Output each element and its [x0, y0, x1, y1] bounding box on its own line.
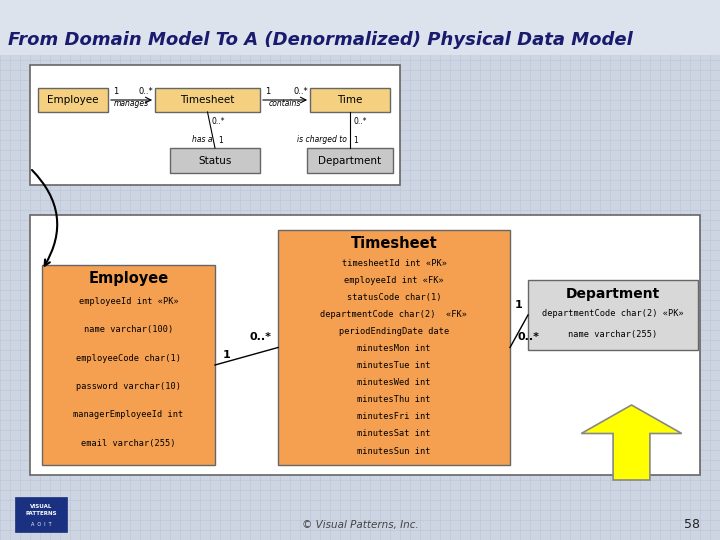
Text: statusCode char(1): statusCode char(1) — [347, 293, 441, 302]
Text: 1: 1 — [218, 136, 222, 145]
Text: minutesSat int: minutesSat int — [357, 429, 431, 438]
Text: 1: 1 — [113, 87, 118, 96]
Text: departmentCode char(2) «PK»: departmentCode char(2) «PK» — [542, 309, 684, 319]
Text: name varchar(255): name varchar(255) — [568, 329, 657, 339]
Bar — [528, 280, 698, 350]
Text: minutesSun int: minutesSun int — [357, 447, 431, 456]
Text: © Visual Patterns, Inc.: © Visual Patterns, Inc. — [302, 520, 418, 530]
Text: Timesheet: Timesheet — [351, 237, 437, 252]
Text: 0..*: 0..* — [354, 117, 367, 126]
Text: password varchar(10): password varchar(10) — [76, 382, 181, 391]
Text: 0..*: 0..* — [293, 87, 308, 96]
Text: From Domain Model To A (Denormalized) Physical Data Model: From Domain Model To A (Denormalized) Ph… — [8, 31, 633, 49]
Text: minutesTue int: minutesTue int — [357, 361, 431, 370]
Text: minutesThu int: minutesThu int — [357, 395, 431, 404]
Bar — [30, 215, 700, 475]
Text: VISUAL
PATTERNS: VISUAL PATTERNS — [25, 504, 57, 516]
Text: 58: 58 — [684, 518, 700, 531]
Text: manages: manages — [114, 99, 149, 109]
Bar — [278, 230, 510, 465]
Text: 1: 1 — [265, 87, 270, 96]
Text: 0..*: 0..* — [518, 333, 540, 342]
Text: managerEmployeeId int: managerEmployeeId int — [73, 410, 184, 420]
Text: has a: has a — [192, 135, 212, 144]
Bar — [307, 148, 393, 173]
Bar — [310, 88, 390, 112]
Text: 1: 1 — [223, 350, 230, 360]
Text: Status: Status — [198, 156, 232, 165]
Text: minutesFri int: minutesFri int — [357, 413, 431, 421]
Text: Time: Time — [337, 95, 363, 105]
Text: employeeCode char(1): employeeCode char(1) — [76, 354, 181, 363]
Text: 0..*: 0..* — [250, 333, 272, 342]
Text: Timesheet: Timesheet — [180, 95, 235, 105]
Text: employeeId int «PK»: employeeId int «PK» — [78, 297, 179, 306]
Text: periodEndingDate date: periodEndingDate date — [339, 327, 449, 336]
Text: timesheetId int «PK»: timesheetId int «PK» — [341, 259, 446, 268]
Bar — [30, 65, 400, 185]
Text: email varchar(255): email varchar(255) — [81, 438, 176, 448]
Text: departmentCode char(2)  «FK»: departmentCode char(2) «FK» — [320, 310, 467, 319]
Bar — [0, 0, 720, 55]
Text: Employee: Employee — [48, 95, 99, 105]
Text: Department: Department — [318, 156, 382, 165]
Text: contains: contains — [269, 99, 301, 109]
Bar — [38, 88, 108, 112]
Text: is charged to: is charged to — [297, 135, 347, 144]
Text: employeeId int «FK»: employeeId int «FK» — [344, 276, 444, 285]
Bar — [170, 148, 260, 173]
Text: A  O  I  T: A O I T — [31, 523, 51, 528]
Bar — [15, 497, 67, 532]
Bar — [155, 88, 260, 112]
Text: 1: 1 — [514, 300, 522, 310]
Bar — [42, 265, 215, 465]
Text: Employee: Employee — [89, 272, 168, 287]
Text: minutesWed int: minutesWed int — [357, 378, 431, 387]
Text: name varchar(100): name varchar(100) — [84, 325, 173, 334]
Text: Department: Department — [566, 287, 660, 301]
FancyArrow shape — [581, 405, 682, 480]
Text: 0..*: 0..* — [212, 117, 225, 126]
Text: 0..*: 0..* — [138, 87, 153, 96]
Text: minutesMon int: minutesMon int — [357, 344, 431, 353]
Text: 1: 1 — [353, 136, 358, 145]
